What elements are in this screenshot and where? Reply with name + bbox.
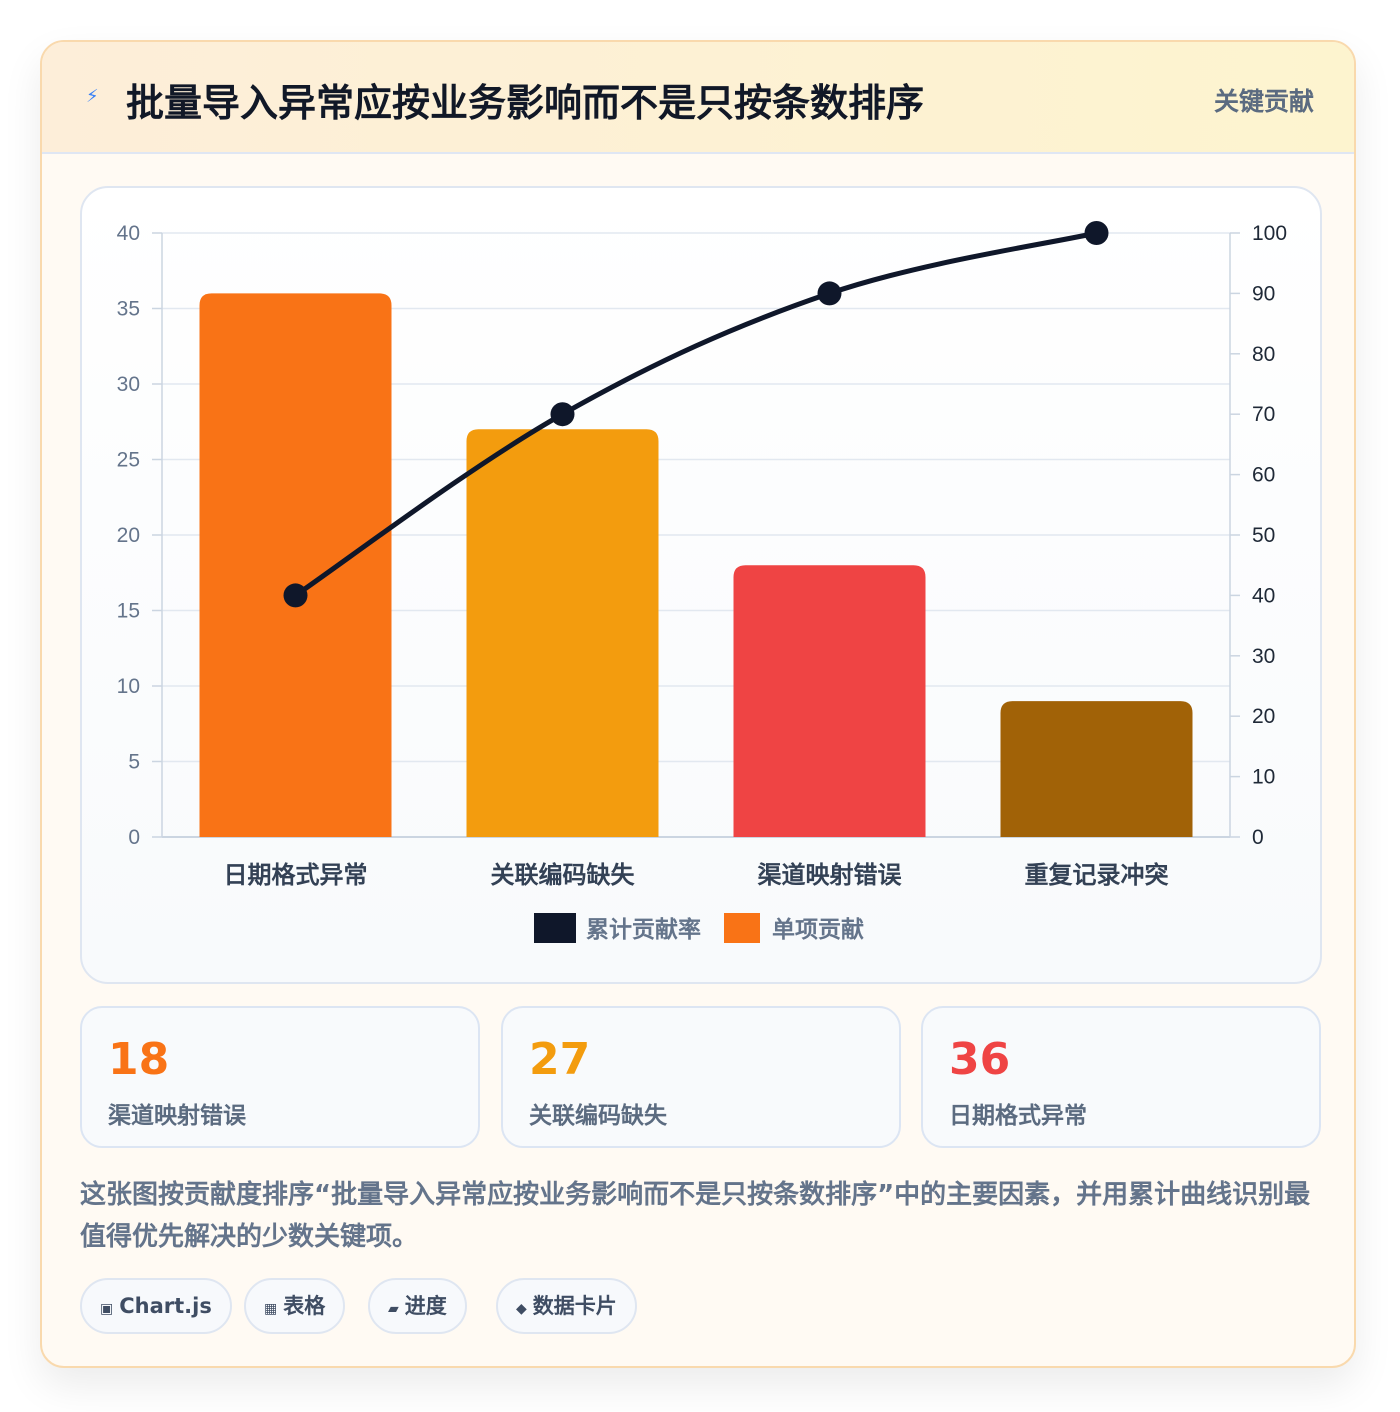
diamond-icon: ◆ [516,1301,527,1317]
cumulative-point [817,281,842,306]
legend-swatch [724,913,760,943]
cumulative-line [293,230,1099,598]
key-contribution-badge: 关键贡献 [1213,87,1314,116]
stat-value: 27 [529,1034,591,1085]
y-right-tick-label: 80 [1252,343,1275,366]
cumulative-point [1084,221,1109,245]
chip-label: Chart.js [119,1294,212,1318]
stat-card-association-code: 27 关联编码缺失 [501,1006,901,1148]
stat-label: 日期格式异常 [949,1103,1087,1129]
y-right-tick-label: 90 [1252,282,1275,305]
card-header: ⚡ 批量导入异常应按业务影响而不是只按条数排序 关键贡献 [42,42,1354,154]
main-card: ⚡ 批量导入异常应按业务影响而不是只按条数排序 关键贡献 0 5 10 15 20 25 3… [40,40,1356,1368]
cumulative-point [550,402,575,427]
chip-table[interactable]: ▦ 表格 [244,1278,346,1334]
bar [199,293,392,837]
bar [1000,701,1193,837]
pareto-chart: 0 5 10 15 20 25 30 35 40 0 10 20 30 40 50 60 70 80 90 100 日期… [117,221,1287,943]
table-icon: ▦ [264,1301,278,1317]
y-left-tick-label: 0 [128,826,140,849]
chip-data-card[interactable]: ◆ 数据卡片 [496,1278,637,1334]
bar [733,565,926,837]
bar [466,429,659,837]
lightning-icon: ⚡ [86,86,99,107]
y-left-tick-label: 40 [117,222,140,245]
chip-label: 表格 [283,1294,326,1318]
y-right-tick-label: 50 [1252,524,1275,547]
cumulative-point [283,583,308,608]
chip-label: 进度 [404,1294,447,1318]
legend-swatch [534,913,576,943]
y-right-tick-label: 60 [1252,464,1275,487]
y-left-tick-label: 15 [117,600,140,623]
stat-card-channel-mapping: 18 渠道映射错误 [80,1006,480,1148]
page-title: 批量导入异常应按业务影响而不是只按条数排序 [126,81,925,125]
chip-progress[interactable]: ▰ 进度 [368,1278,467,1334]
stat-label: 关联编码缺失 [529,1103,667,1129]
x-tick-label: 渠道映射错误 [758,861,903,889]
y-right-tick-label: 100 [1252,222,1287,245]
stat-value: 36 [949,1034,1011,1085]
y-right-tick-label: 10 [1252,766,1275,789]
y-left-tick-label: 25 [117,449,140,472]
progress-icon: ▰ [388,1301,399,1317]
y-right-tick-label: 70 [1252,403,1275,426]
y-left-tick-label: 20 [117,524,140,547]
x-tick-label: 关联编码缺失 [491,861,636,889]
y-right-tick-label: 30 [1252,645,1275,668]
x-tick-label: 重复记录冲突 [1025,861,1169,889]
x-tick-label: 日期格式异常 [224,861,368,889]
chip-chartjs[interactable]: ▣ Chart.js [80,1278,232,1334]
y-right-tick-label: 0 [1252,826,1264,849]
y-right-tick-label: 40 [1252,584,1275,607]
stat-value: 18 [108,1034,170,1085]
stat-label: 渠道映射错误 [108,1103,246,1129]
y-left-tick-label: 35 [117,298,140,321]
y-left-tick-label: 30 [117,373,140,396]
chart-icon: ▣ [100,1301,114,1317]
y-left-tick-label: 5 [128,751,140,774]
legend-label: 累计贡献率 [586,916,701,943]
chart-description: 这张图按贡献度排序“批量导入异常应按业务影响而不是只按条数排序”中的主要因素，并… [80,1180,1311,1252]
y-right-tick-label: 20 [1252,705,1275,728]
chip-label: 数据卡片 [532,1294,617,1318]
y-left-tick-label: 10 [117,675,140,698]
legend-label: 单项贡献 [772,917,864,943]
stat-card-date-format: 36 日期格式异常 [921,1006,1321,1148]
chart-panel: 0 5 10 15 20 25 30 35 40 0 10 20 30 40 50 60 70 80 90 100 日期… [80,186,1322,984]
